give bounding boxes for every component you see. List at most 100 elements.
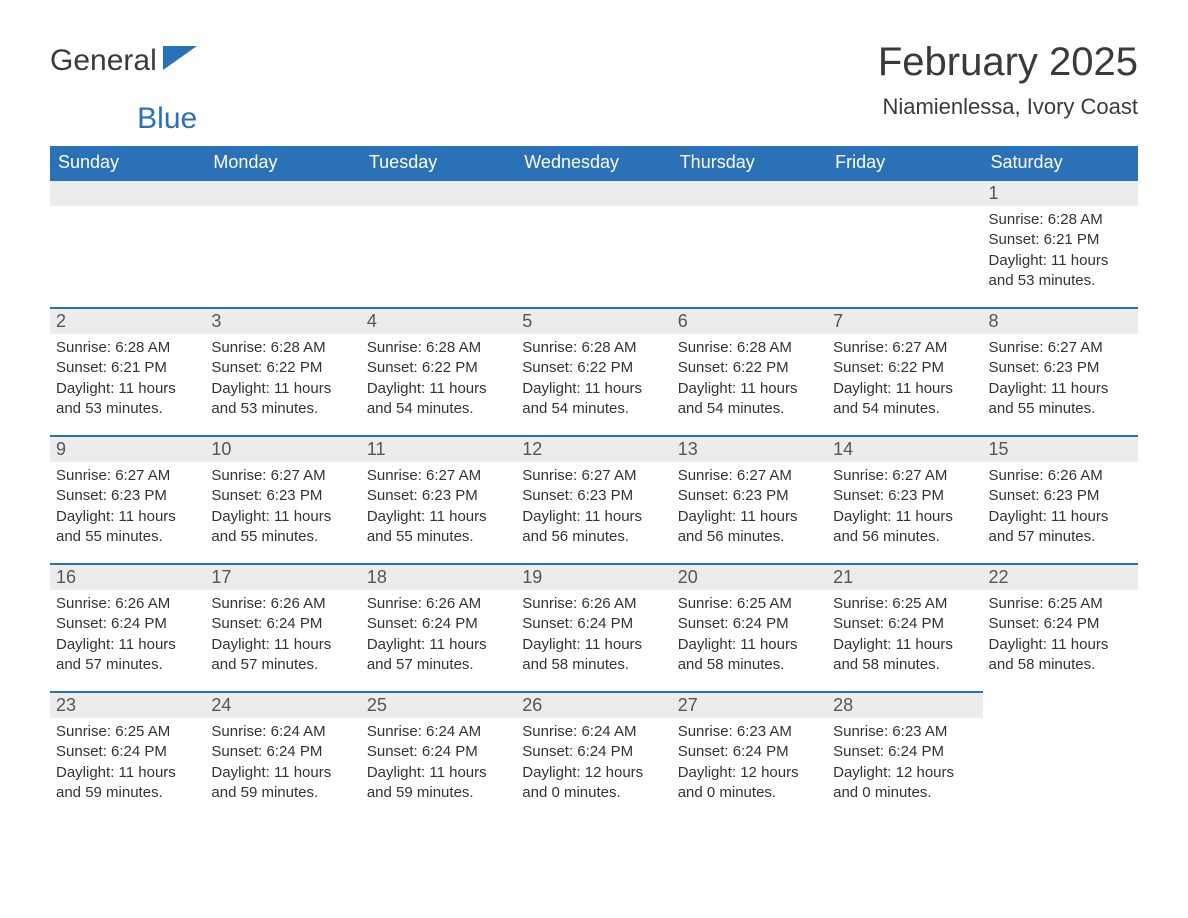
sunrise-text: Sunrise: 6:28 AM <box>989 210 1132 230</box>
day-details: Sunrise: 6:27 AMSunset: 6:23 PMDaylight:… <box>361 462 516 547</box>
calendar-day-cell: 5Sunrise: 6:28 AMSunset: 6:22 PMDaylight… <box>516 307 671 435</box>
sunset-text: Sunset: 6:23 PM <box>522 486 665 506</box>
day-details: Sunrise: 6:28 AMSunset: 6:22 PMDaylight:… <box>516 334 671 419</box>
day-details: Sunrise: 6:25 AMSunset: 6:24 PMDaylight:… <box>672 590 827 675</box>
day-details: Sunrise: 6:27 AMSunset: 6:23 PMDaylight:… <box>205 462 360 547</box>
sunset-text: Sunset: 6:22 PM <box>367 358 510 378</box>
daylight-text: Daylight: 11 hours and 58 minutes. <box>833 635 976 676</box>
day-number: 28 <box>827 691 982 718</box>
header: General Blue February 2025 Niamienlessa,… <box>50 40 1138 136</box>
calendar-day-cell: 12Sunrise: 6:27 AMSunset: 6:23 PMDayligh… <box>516 435 671 563</box>
sunset-text: Sunset: 6:22 PM <box>522 358 665 378</box>
sunrise-text: Sunrise: 6:28 AM <box>678 338 821 358</box>
day-details: Sunrise: 6:27 AMSunset: 6:22 PMDaylight:… <box>827 334 982 419</box>
logo-word-blue: Blue <box>46 102 197 136</box>
daylight-text: Daylight: 11 hours and 59 minutes. <box>56 763 199 804</box>
calendar-day-cell: 6Sunrise: 6:28 AMSunset: 6:22 PMDaylight… <box>672 307 827 435</box>
day-number: 23 <box>50 691 205 718</box>
sunset-text: Sunset: 6:24 PM <box>989 614 1132 634</box>
day-details: Sunrise: 6:24 AMSunset: 6:24 PMDaylight:… <box>516 718 671 803</box>
calendar-day-cell <box>516 179 671 307</box>
day-number <box>361 179 516 206</box>
calendar-day-cell: 19Sunrise: 6:26 AMSunset: 6:24 PMDayligh… <box>516 563 671 691</box>
sunrise-text: Sunrise: 6:24 AM <box>367 722 510 742</box>
sunset-text: Sunset: 6:24 PM <box>367 614 510 634</box>
day-details: Sunrise: 6:24 AMSunset: 6:24 PMDaylight:… <box>205 718 360 803</box>
day-details: Sunrise: 6:26 AMSunset: 6:24 PMDaylight:… <box>516 590 671 675</box>
daylight-text: Daylight: 11 hours and 57 minutes. <box>56 635 199 676</box>
calendar-day-cell: 26Sunrise: 6:24 AMSunset: 6:24 PMDayligh… <box>516 691 671 819</box>
calendar-week-row: 1Sunrise: 6:28 AMSunset: 6:21 PMDaylight… <box>50 179 1138 307</box>
daylight-text: Daylight: 11 hours and 57 minutes. <box>211 635 354 676</box>
sunset-text: Sunset: 6:22 PM <box>211 358 354 378</box>
sunset-text: Sunset: 6:24 PM <box>522 614 665 634</box>
weekday-header-row: Sunday Monday Tuesday Wednesday Thursday… <box>50 146 1138 179</box>
daylight-text: Daylight: 11 hours and 59 minutes. <box>367 763 510 804</box>
calendar-day-cell <box>983 691 1138 819</box>
day-number: 21 <box>827 563 982 590</box>
sunset-text: Sunset: 6:24 PM <box>522 742 665 762</box>
sunrise-text: Sunrise: 6:28 AM <box>522 338 665 358</box>
sunrise-text: Sunrise: 6:25 AM <box>989 594 1132 614</box>
sunrise-text: Sunrise: 6:23 AM <box>678 722 821 742</box>
sunset-text: Sunset: 6:24 PM <box>56 614 199 634</box>
calendar-day-cell: 7Sunrise: 6:27 AMSunset: 6:22 PMDaylight… <box>827 307 982 435</box>
sunrise-text: Sunrise: 6:27 AM <box>833 338 976 358</box>
day-details: Sunrise: 6:28 AMSunset: 6:21 PMDaylight:… <box>983 206 1138 291</box>
day-number: 25 <box>361 691 516 718</box>
sunrise-text: Sunrise: 6:26 AM <box>522 594 665 614</box>
day-details: Sunrise: 6:23 AMSunset: 6:24 PMDaylight:… <box>672 718 827 803</box>
sunrise-text: Sunrise: 6:27 AM <box>522 466 665 486</box>
calendar-day-cell: 23Sunrise: 6:25 AMSunset: 6:24 PMDayligh… <box>50 691 205 819</box>
sunrise-text: Sunrise: 6:26 AM <box>211 594 354 614</box>
daylight-text: Daylight: 11 hours and 53 minutes. <box>56 379 199 420</box>
day-number: 19 <box>516 563 671 590</box>
day-details: Sunrise: 6:27 AMSunset: 6:23 PMDaylight:… <box>983 334 1138 419</box>
sunset-text: Sunset: 6:24 PM <box>678 614 821 634</box>
calendar-day-cell: 27Sunrise: 6:23 AMSunset: 6:24 PMDayligh… <box>672 691 827 819</box>
sunset-text: Sunset: 6:23 PM <box>678 486 821 506</box>
logo-word-general: General <box>50 44 157 77</box>
day-number: 18 <box>361 563 516 590</box>
day-number: 2 <box>50 307 205 334</box>
calendar-day-cell: 21Sunrise: 6:25 AMSunset: 6:24 PMDayligh… <box>827 563 982 691</box>
calendar-table: Sunday Monday Tuesday Wednesday Thursday… <box>50 146 1138 819</box>
day-details: Sunrise: 6:23 AMSunset: 6:24 PMDaylight:… <box>827 718 982 803</box>
sunrise-text: Sunrise: 6:26 AM <box>367 594 510 614</box>
daylight-text: Daylight: 11 hours and 58 minutes. <box>678 635 821 676</box>
sunrise-text: Sunrise: 6:24 AM <box>522 722 665 742</box>
sunrise-text: Sunrise: 6:26 AM <box>989 466 1132 486</box>
sunset-text: Sunset: 6:24 PM <box>367 742 510 762</box>
month-title: February 2025 <box>878 40 1138 84</box>
day-number: 13 <box>672 435 827 462</box>
day-details: Sunrise: 6:27 AMSunset: 6:23 PMDaylight:… <box>672 462 827 547</box>
daylight-text: Daylight: 11 hours and 59 minutes. <box>211 763 354 804</box>
day-number: 10 <box>205 435 360 462</box>
sunset-text: Sunset: 6:23 PM <box>989 358 1132 378</box>
day-number: 15 <box>983 435 1138 462</box>
day-details: Sunrise: 6:28 AMSunset: 6:22 PMDaylight:… <box>205 334 360 419</box>
daylight-text: Daylight: 11 hours and 56 minutes. <box>522 507 665 548</box>
sunset-text: Sunset: 6:21 PM <box>989 230 1132 250</box>
calendar-day-cell <box>205 179 360 307</box>
sunset-text: Sunset: 6:23 PM <box>56 486 199 506</box>
sunset-text: Sunset: 6:24 PM <box>211 742 354 762</box>
sunset-text: Sunset: 6:23 PM <box>989 486 1132 506</box>
calendar-day-cell: 22Sunrise: 6:25 AMSunset: 6:24 PMDayligh… <box>983 563 1138 691</box>
calendar-week-row: 23Sunrise: 6:25 AMSunset: 6:24 PMDayligh… <box>50 691 1138 819</box>
day-number: 9 <box>50 435 205 462</box>
day-details: Sunrise: 6:24 AMSunset: 6:24 PMDaylight:… <box>361 718 516 803</box>
sunset-text: Sunset: 6:23 PM <box>367 486 510 506</box>
day-details: Sunrise: 6:28 AMSunset: 6:22 PMDaylight:… <box>672 334 827 419</box>
daylight-text: Daylight: 11 hours and 55 minutes. <box>989 379 1132 420</box>
day-number: 16 <box>50 563 205 590</box>
calendar-day-cell <box>827 179 982 307</box>
logo: General Blue <box>50 40 197 136</box>
daylight-text: Daylight: 11 hours and 53 minutes. <box>211 379 354 420</box>
calendar-week-row: 9Sunrise: 6:27 AMSunset: 6:23 PMDaylight… <box>50 435 1138 563</box>
location-label: Niamienlessa, Ivory Coast <box>878 94 1138 120</box>
day-number: 27 <box>672 691 827 718</box>
day-details: Sunrise: 6:27 AMSunset: 6:23 PMDaylight:… <box>827 462 982 547</box>
calendar-day-cell: 24Sunrise: 6:24 AMSunset: 6:24 PMDayligh… <box>205 691 360 819</box>
weekday-header: Friday <box>827 146 982 179</box>
